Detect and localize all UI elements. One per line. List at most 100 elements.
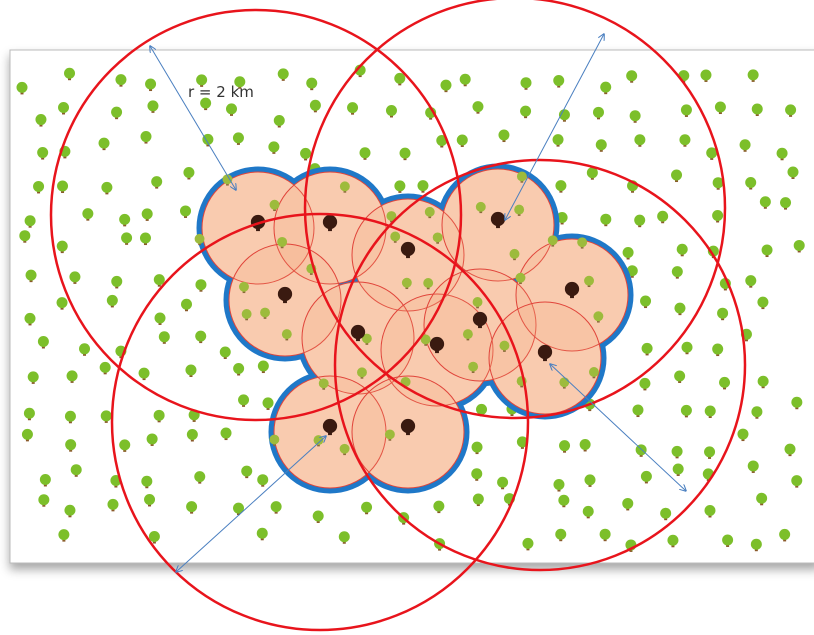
tree-crown [35,114,47,126]
tree [309,99,321,113]
tree-crown [394,72,406,84]
tree [436,135,448,148]
tree [468,361,479,373]
tree [257,360,269,374]
tree [70,464,82,477]
tree-crown [667,534,679,546]
tree [599,528,611,542]
tree [58,101,70,115]
tree-crown [547,235,558,246]
tree [262,397,274,410]
tree-crown [357,367,367,378]
tree [239,281,249,294]
tree [338,531,350,544]
tree [634,134,646,147]
tree-crown [262,397,274,409]
tree [111,106,123,120]
tree-crown [522,537,534,549]
tree-crown [151,176,163,188]
tree-crown [361,501,373,513]
tree [475,201,486,214]
tree [390,231,401,243]
tree [515,272,526,285]
tree-crown [390,231,401,242]
tree-crown [745,177,757,189]
tree-crown [21,428,33,440]
tree [471,468,483,481]
tree-crown [756,492,768,504]
tree-crown [148,531,160,543]
tree [386,211,397,223]
tree-crown [676,243,688,255]
tree-crown [472,297,483,307]
tree-crown [27,371,39,383]
tree [281,329,292,341]
tree [268,141,280,154]
tree-crown [318,378,329,389]
tree-crown [354,64,366,76]
tree [23,407,35,421]
tree [99,361,111,375]
tree-crown [16,81,28,93]
tree-crown [82,208,94,220]
tree [640,295,652,309]
tree [269,199,280,212]
tree-crown [423,278,434,288]
tree-crown [471,441,483,453]
tree-crown [185,364,197,376]
radius-arrow [550,364,686,491]
tree [522,537,534,551]
tree [300,147,312,161]
tree-crown [433,500,445,512]
tree-crown [146,433,158,445]
tree-crown [679,134,691,146]
tree [577,237,588,249]
tree-crown [509,248,520,259]
tree-crown [472,101,484,113]
tree-crown [312,510,324,522]
tree [456,134,468,147]
tree [490,211,506,229]
tree-crown [680,104,692,116]
tree-crown [780,197,792,209]
tree-crown [106,294,118,306]
tree-crown [153,274,165,286]
tree-crown [269,199,280,210]
tree [361,333,372,345]
tree-crown [23,407,35,419]
tree-crown [582,505,594,517]
tree-crown [33,180,45,192]
tree [69,271,81,284]
tree [745,275,757,288]
tree-crown [739,139,751,151]
tree [722,534,734,547]
tree-crown [119,213,131,225]
tree [339,443,350,456]
tree [747,69,759,82]
tree [423,278,434,290]
tree [384,429,395,441]
tree [64,67,76,81]
tree [180,298,192,312]
tree-crown [386,211,397,221]
tree-crown [514,204,525,215]
tree [680,104,692,117]
tree [787,166,799,179]
tree [671,169,683,183]
tree-crown [712,177,724,189]
tree-crown [186,501,198,513]
tree [555,528,567,542]
tree [66,370,78,383]
tree-crown [401,277,412,288]
tree [626,70,638,83]
tree [784,443,796,457]
tree-crown [400,241,416,257]
tree-crown [641,342,653,354]
tree [82,208,94,221]
tree-crown [706,147,718,159]
tree-crown [553,479,565,491]
tree [719,376,731,390]
tree-crown [674,302,686,314]
tree [779,528,791,542]
tree-crown [559,377,570,388]
